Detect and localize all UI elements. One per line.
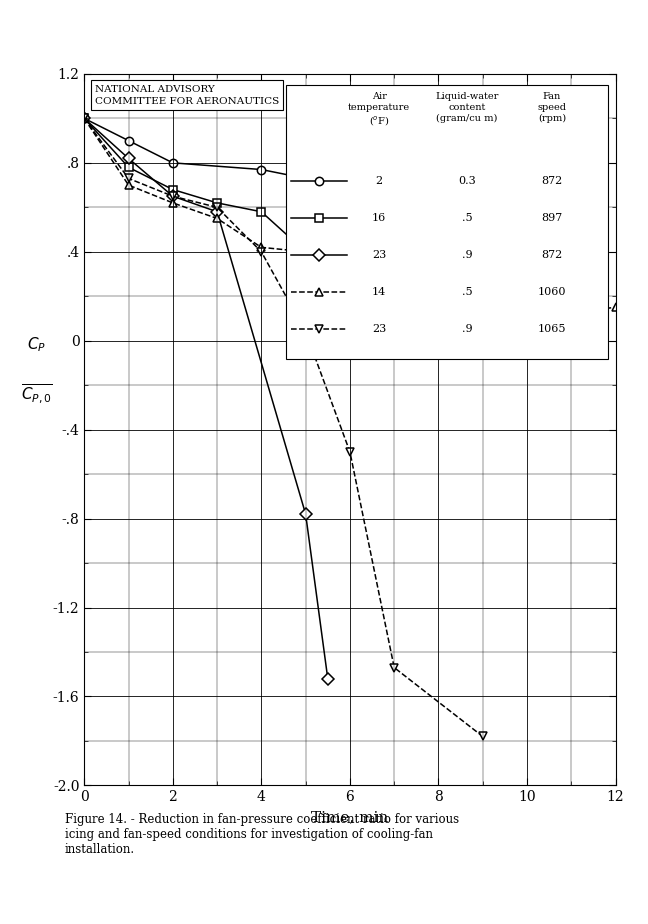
Text: Air
temperature
($^o$F): Air temperature ($^o$F): [348, 91, 410, 128]
Bar: [286, 85, 608, 359]
Text: 1060: 1060: [538, 286, 566, 297]
Text: $\overline{C_{P,0}}$: $\overline{C_{P,0}}$: [21, 383, 52, 406]
X-axis label: Time, min: Time, min: [311, 809, 389, 824]
Text: 16: 16: [372, 213, 386, 223]
Text: .9: .9: [461, 323, 472, 334]
Text: Figure 14. - Reduction in fan-pressure coefficient ratio for various
icing and f: Figure 14. - Reduction in fan-pressure c…: [65, 813, 459, 857]
Text: NATIONAL ADVISORY
COMMITTEE FOR AERONAUTICS: NATIONAL ADVISORY COMMITTEE FOR AERONAUT…: [95, 85, 279, 106]
Text: 872: 872: [541, 176, 562, 186]
Text: 872: 872: [541, 249, 562, 260]
Text: 23: 23: [372, 249, 386, 260]
Text: Fan
speed
(rpm): Fan speed (rpm): [537, 91, 566, 123]
Text: .5: .5: [461, 286, 472, 297]
Text: 1065: 1065: [538, 323, 566, 334]
Text: 0.3: 0.3: [458, 176, 476, 186]
Text: .9: .9: [461, 249, 472, 260]
Text: 2: 2: [376, 176, 383, 186]
Text: 14: 14: [372, 286, 386, 297]
Text: Liquid-water
content
(gram/cu m): Liquid-water content (gram/cu m): [435, 91, 498, 123]
Text: 897: 897: [541, 213, 562, 223]
Text: 23: 23: [372, 323, 386, 334]
Text: .5: .5: [461, 213, 472, 223]
Text: $C_P$: $C_P$: [27, 334, 46, 354]
